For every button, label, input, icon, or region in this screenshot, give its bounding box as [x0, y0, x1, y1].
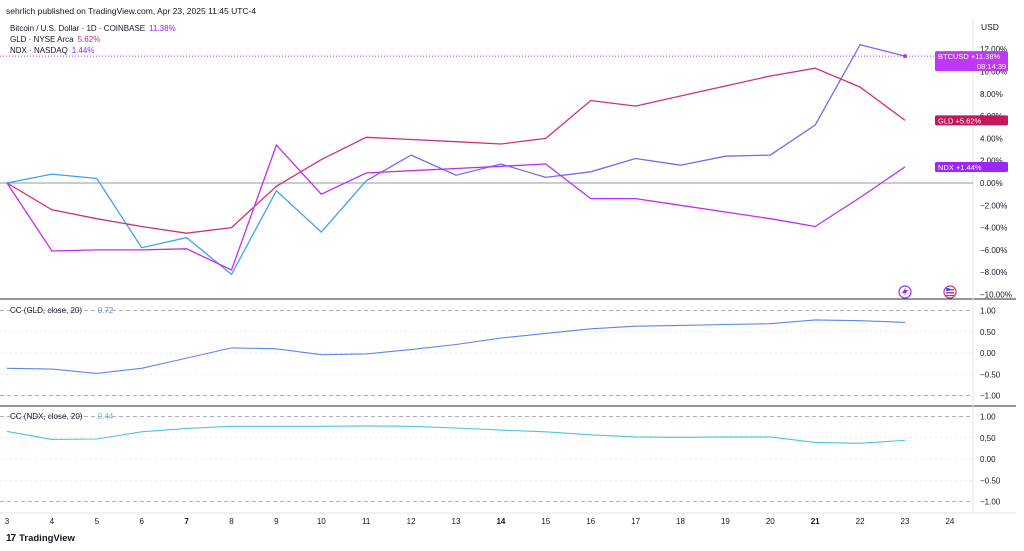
osc-value: 0.72	[98, 306, 114, 315]
x-tick-label: 17	[631, 517, 640, 526]
y-tick-label: 0.00%	[980, 179, 1003, 188]
y-tick-label: −10.00%	[980, 291, 1012, 300]
gld-price-badge[interactable]: GLD +5.62%	[935, 115, 1008, 126]
btc-badge-countdown: 08:14:39	[977, 62, 1006, 71]
osc-y-tick-label: −1.00	[980, 498, 1001, 507]
legend-label: NDX · NASDAQ	[10, 46, 68, 55]
x-tick-label: 5	[95, 517, 100, 526]
correlation-line[interactable]	[6, 319, 906, 374]
us-flag-icon[interactable]	[943, 285, 957, 299]
x-tick-label: 23	[901, 517, 910, 526]
legend-value: 1.44%	[71, 46, 95, 55]
x-tick-label: 11	[362, 517, 371, 526]
lightning-icon[interactable]	[898, 285, 912, 299]
x-tick-label: 8	[229, 517, 234, 526]
btc-line-segment[interactable]	[365, 43, 906, 182]
tradingview-logo-icon: 17	[6, 533, 16, 544]
btc-last-point	[903, 54, 907, 59]
x-tick-label: 15	[541, 517, 550, 526]
legend-label: Bitcoin / U.S. Dollar · 1D · COINBASE	[10, 24, 146, 33]
btc-line-segment[interactable]	[6, 173, 367, 276]
osc-y-tick-label: 1.00	[980, 413, 996, 422]
brand: 17 TradingView	[6, 533, 75, 544]
x-tick-label: 3	[5, 517, 10, 526]
legend-row-gld[interactable]: GLD · NYSE Arca 5.62%	[10, 35, 100, 44]
osc-title[interactable]: CC (GLD, close, 20)	[10, 306, 82, 315]
y-tick-label: 8.00%	[980, 90, 1003, 99]
osc-y-tick-label: 1.00	[980, 307, 996, 316]
osc-y-tick-label: 0.00	[980, 349, 996, 358]
ndx-price-badge[interactable]: NDX +1.44%	[935, 161, 1008, 172]
btc-badge-label: BTCUSD +11.38%	[938, 52, 1001, 61]
x-tick-label: 12	[407, 517, 416, 526]
x-tick-label: 18	[676, 517, 685, 526]
ndx-line[interactable]	[6, 143, 906, 271]
brand-name: TradingView	[19, 533, 75, 544]
x-tick-label: 24	[945, 517, 954, 526]
y-tick-label: 2.00%	[980, 157, 1003, 166]
x-tick-label: 22	[856, 517, 865, 526]
y-tick-label: 4.00%	[980, 134, 1003, 143]
osc-y-tick-label: −0.50	[980, 370, 1001, 379]
ndx-badge-label: NDX +1.44%	[938, 163, 982, 172]
published-header: sehrlich published on TradingView.com, A…	[6, 6, 257, 16]
x-tick-label: 6	[139, 517, 144, 526]
y-tick-label: −6.00%	[980, 246, 1007, 255]
osc-y-tick-label: 0.50	[980, 328, 996, 337]
currency-label[interactable]: USD	[981, 22, 999, 32]
osc-y-tick-label: −0.50	[980, 476, 1001, 485]
x-tick-label: 7	[184, 517, 189, 526]
osc-y-tick-label: 0.00	[980, 455, 996, 464]
osc-value: 0.44	[98, 412, 114, 421]
gld-line[interactable]	[6, 67, 906, 234]
y-tick-label: −8.00%	[980, 268, 1007, 277]
btc-price-badge[interactable]: BTCUSD +11.38%08:14:39	[935, 51, 1008, 72]
x-tick-label: 19	[721, 517, 730, 526]
legend-value: 11.38%	[149, 24, 176, 33]
y-tick-label: −4.00%	[980, 224, 1007, 233]
x-tick-label: 21	[811, 517, 820, 526]
x-tick-label: 14	[496, 517, 505, 526]
osc-y-tick-label: −1.00	[980, 392, 1001, 401]
y-tick-label: 10.00%	[980, 68, 1007, 77]
x-tick-label: 13	[452, 517, 461, 526]
legend-row-btc[interactable]: Bitcoin / U.S. Dollar · 1D · COINBASE 11.…	[10, 24, 176, 33]
x-tick-label: 16	[586, 517, 595, 526]
legend-value: 5.62%	[77, 35, 101, 44]
x-tick-label: 10	[317, 517, 326, 526]
legend-row-ndx[interactable]: NDX · NASDAQ 1.44%	[10, 46, 94, 55]
x-tick-label: 9	[274, 517, 279, 526]
x-tick-label: 4	[50, 517, 55, 526]
gld-badge-label: GLD +5.62%	[938, 116, 981, 125]
legend-label: GLD · NYSE Arca	[10, 35, 74, 44]
correlation-line[interactable]	[6, 425, 906, 444]
osc-title[interactable]: CC (NDX, close, 20)	[10, 412, 83, 421]
x-tick-label: 20	[766, 517, 775, 526]
osc-y-tick-label: 0.50	[980, 434, 996, 443]
y-tick-label: −2.00%	[980, 201, 1007, 210]
y-tick-label: 12.00%	[980, 45, 1007, 54]
